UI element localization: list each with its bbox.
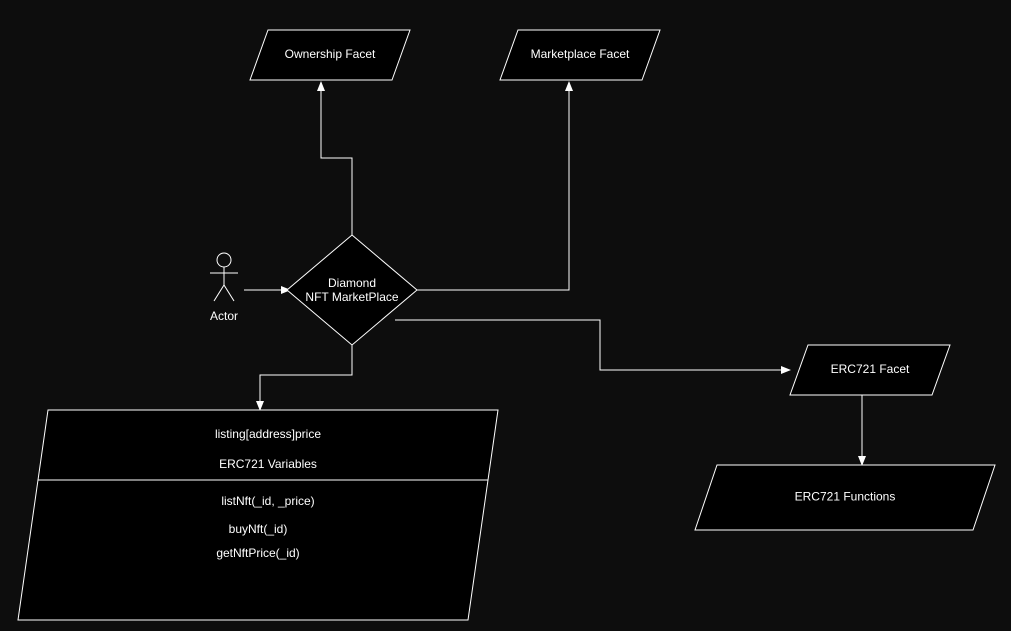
diamond-label-1: Diamond [328,276,376,290]
actor-figure: Actor [210,253,238,323]
diamond-label-2: NFT MarketPlace [305,290,398,304]
actor-label: Actor [210,309,238,323]
diamond-node: DiamondNFT MarketPlace [287,235,417,345]
erc721-functions-label: ERC721 Functions [795,490,896,504]
diamond-to-erc721facet [395,320,790,370]
diamond-to-marketplace [417,82,569,290]
nodes-group: Ownership Facet Marketplace Facet DiamondN… [18,30,995,620]
erc721-facet-node: ERC721 Facet [790,345,950,395]
marketplace-facet-node: Marketplace Facet [500,30,660,80]
ownership-facet-label: Ownership Facet [285,47,376,61]
ownership-facet-node: Ownership Facet [250,30,410,80]
erc721-functions-node: ERC721 Functions [695,465,995,530]
marketplace-facet-label: Marketplace Facet [531,47,630,61]
diamond-to-ownership [321,82,352,235]
erc721-facet-label: ERC721 Facet [831,362,910,376]
details-fn3: getNftPrice(_id) [216,546,299,560]
details-var2: ERC721 Variables [219,457,317,471]
diamond-to-details [260,345,352,410]
details-node: listing[address]price ERC721 Variables lis… [18,410,498,620]
diagram-canvas: Actor Ownership Facet Marketplace Facet Di… [0,0,1011,631]
details-fn1: listNft(_id, _price) [221,494,314,508]
details-fn2: buyNft(_id) [229,522,288,536]
details-var1: listing[address]price [215,427,321,441]
